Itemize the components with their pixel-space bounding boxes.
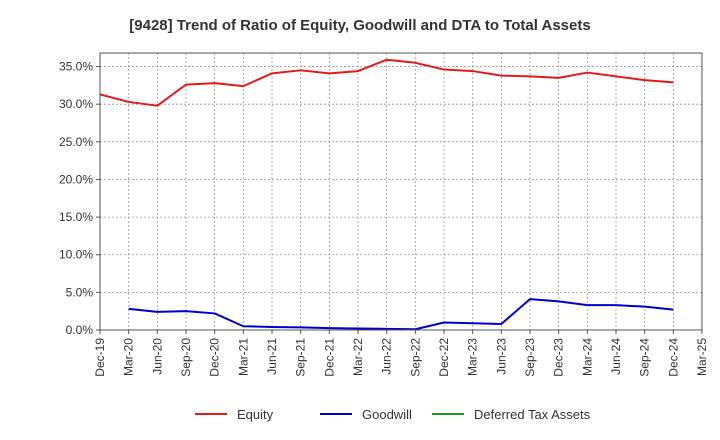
legend-item-goodwill: Goodwill [320,407,412,422]
x-tick-label: Mar-23 [466,338,480,376]
x-tick-label: Jun-21 [265,338,279,375]
y-tick-label: 5.0% [66,285,94,299]
x-tick-label: Mar-24 [580,338,594,376]
grid [99,53,703,331]
y-axis: 0.0% 5.0% 10.0% 15.0% 20.0% 25.0% 30.0% 35.0% [59,60,100,337]
x-tick-label: Dec-19 [93,338,107,377]
y-tick-label: 30.0% [59,97,93,111]
legend-item-equity: Equity [195,407,274,422]
legend-label: Goodwill [362,407,412,422]
x-tick-label: Jun-24 [609,338,623,375]
x-tick-label: Mar-20 [122,338,136,376]
x-tick-label: Dec-20 [208,338,222,377]
y-tick-label: 15.0% [59,210,93,224]
chart-title: [9428] Trend of Ratio of Equity, Goodwil… [129,17,590,34]
x-tick-label: Mar-25 [695,338,709,376]
x-tick-label: Sep-20 [179,338,193,377]
x-tick-label: Jun-20 [150,338,164,375]
x-tick-label: Jun-23 [494,338,508,375]
legend-item-deferred-tax-assets: Deferred Tax Assets [432,407,591,422]
series-line-equity [99,58,674,107]
y-tick-label: 0.0% [66,323,94,337]
y-tick-label: 35.0% [59,60,93,74]
y-tick-label: 10.0% [59,248,93,262]
x-tick-label: Mar-21 [236,338,250,376]
series-lines [99,58,674,331]
legend: Equity Goodwill Deferred Tax Assets [195,407,591,422]
y-tick-label: 25.0% [59,135,93,149]
legend-label: Equity [237,407,274,422]
x-tick-label: Sep-22 [408,338,422,377]
x-tick-label: Jun-22 [380,338,394,375]
plot-area [99,52,703,331]
x-tick-label: Sep-23 [523,338,537,377]
legend-label: Deferred Tax Assets [474,407,591,422]
x-axis: Dec-19 Mar-20 Jun-20 Sep-20 Dec-20 Mar-21 Jun-… [93,330,709,377]
y-tick-label: 20.0% [59,172,93,186]
x-tick-label: Dec-23 [552,338,566,377]
x-tick-label: Sep-24 [638,338,652,377]
series-line-goodwill [128,298,674,331]
x-tick-label: Mar-22 [351,338,365,376]
x-tick-label: Dec-21 [322,338,336,377]
x-tick-label: Dec-22 [437,338,451,377]
x-tick-label: Dec-24 [666,338,680,377]
x-tick-label: Sep-21 [294,338,308,377]
